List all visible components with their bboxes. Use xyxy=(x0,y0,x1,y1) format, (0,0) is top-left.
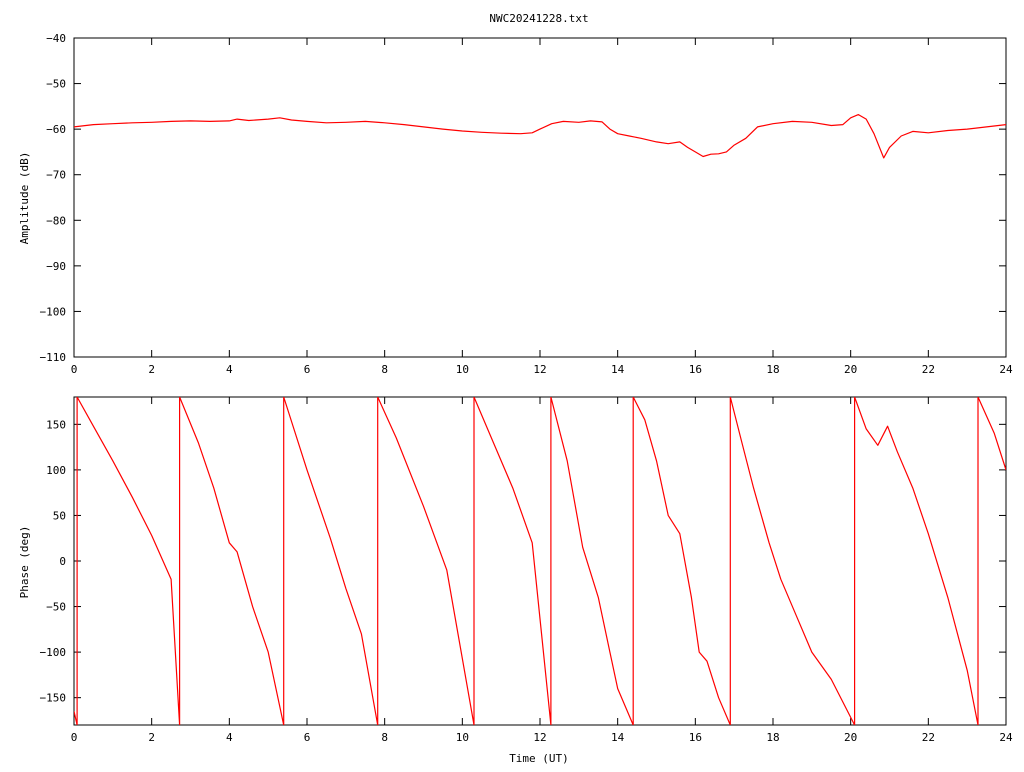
phase-x-tick-label: 6 xyxy=(304,731,311,744)
phase-x-tick-label: 20 xyxy=(844,731,857,744)
amplitude-y-tick-label: −90 xyxy=(46,260,66,273)
amplitude-x-tick-label: 16 xyxy=(689,363,702,376)
phase-x-tick-label: 24 xyxy=(999,731,1013,744)
chart-title: NWC20241228.txt xyxy=(489,12,588,25)
amplitude-x-tick-label: 10 xyxy=(456,363,469,376)
phase-x-tick-label: 0 xyxy=(71,731,78,744)
phase-x-tick-label: 4 xyxy=(226,731,233,744)
phase-series-line xyxy=(74,397,1006,725)
phase-y-tick-label: 100 xyxy=(46,464,66,477)
phase-x-tick-label: 8 xyxy=(381,731,388,744)
phase-x-tick-label: 18 xyxy=(766,731,779,744)
amplitude-x-tick-label: 14 xyxy=(611,363,625,376)
phase-x-tick-label: 14 xyxy=(611,731,625,744)
amplitude-y-tick-label: −100 xyxy=(40,305,67,318)
amplitude-x-tick-label: 8 xyxy=(381,363,388,376)
amplitude-panel: Amplitude (dB) −110 −100 −90 −80 −70 −60 −50 −4… xyxy=(18,32,1013,376)
amplitude-x-tick-label: 2 xyxy=(148,363,155,376)
amplitude-x-tick-label: 6 xyxy=(304,363,311,376)
amplitude-x-tick-label: 12 xyxy=(533,363,546,376)
phase-y-tick-label: −100 xyxy=(40,646,67,659)
amplitude-x-tick-label: 20 xyxy=(844,363,857,376)
amplitude-x-tick-label: 24 xyxy=(999,363,1013,376)
amplitude-y-tick-label: −110 xyxy=(40,351,67,364)
phase-x-tick-label: 22 xyxy=(922,731,935,744)
amplitude-y-tick-label: −70 xyxy=(46,169,66,182)
phase-panel: Phase (deg) Time (UT) −150−100−500501001… xyxy=(18,396,1013,765)
phase-y-tick-label: −150 xyxy=(40,692,67,705)
amplitude-series-line xyxy=(74,114,1006,159)
amplitude-y-axis-label: Amplitude (dB) xyxy=(18,152,31,245)
phase-x-axis-label: Time (UT) xyxy=(509,752,569,765)
amplitude-x-tick-label: 18 xyxy=(766,363,779,376)
amplitude-x-tick-label: 22 xyxy=(922,363,935,376)
phase-y-tick-label: −50 xyxy=(46,601,66,614)
phase-x-tick-label: 12 xyxy=(533,731,546,744)
phase-y-tick-label: 0 xyxy=(59,555,66,568)
amplitude-x-tick-label: 4 xyxy=(226,363,233,376)
amplitude-y-tick-label: −80 xyxy=(46,214,66,227)
phase-x-tick-label: 2 xyxy=(148,731,155,744)
phase-y-tick-label: 150 xyxy=(46,418,66,431)
phase-x-tick-label: 10 xyxy=(456,731,469,744)
phase-x-tick-label: 16 xyxy=(689,731,702,744)
amplitude-y-tick-label: −60 xyxy=(46,123,66,136)
phase-y-axis-label: Phase (deg) xyxy=(18,526,31,599)
amplitude-x-tick-label: 0 xyxy=(71,363,78,376)
phase-y-tick-label: 50 xyxy=(53,509,66,522)
amplitude-y-tick-label: −50 xyxy=(46,78,66,91)
amplitude-y-tick-label: −40 xyxy=(46,32,66,45)
